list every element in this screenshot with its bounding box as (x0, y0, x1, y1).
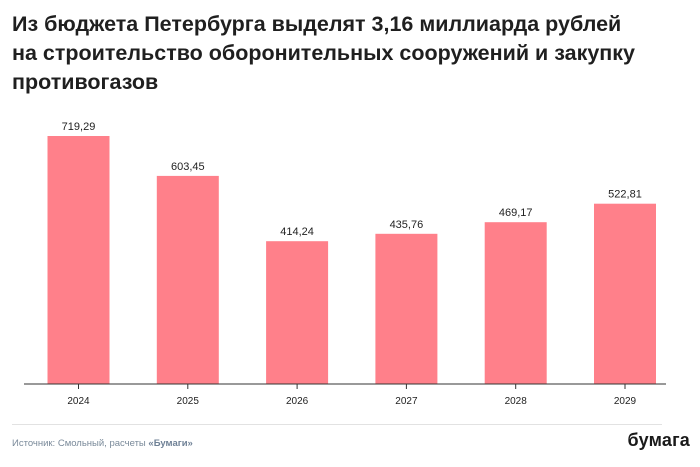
value-label-2025: 603,45 (171, 161, 205, 173)
x-tick-label-2025: 2025 (177, 396, 200, 407)
value-labels-group: 719,29 603,45 414,24 435,76 469,17 522,81 (62, 121, 642, 238)
bar-2024 (47, 136, 110, 384)
value-label-2024: 719,29 (62, 121, 96, 133)
x-tick-label-2029: 2029 (614, 396, 637, 407)
value-label-2026: 414,24 (280, 226, 314, 238)
x-tick-label-2028: 2028 (505, 396, 528, 407)
bar-2027 (375, 233, 438, 384)
bar-2028 (484, 222, 547, 384)
x-tick-label-2027: 2027 (395, 396, 418, 407)
source-note: Источник: Смольный, расчеты «Бумаги» (12, 438, 193, 449)
bar-2026 (266, 241, 329, 384)
bar-2025 (156, 175, 219, 384)
source-brand: «Бумаги» (148, 438, 193, 449)
x-tick-label-2026: 2026 (286, 396, 309, 407)
chart-title: Из бюджета Петербурга выделят 3,16 милли… (12, 12, 636, 94)
bars-group (47, 136, 656, 384)
x-ticks-group (78, 384, 626, 389)
x-tick-label-2024: 2024 (67, 396, 90, 407)
bar-2029 (594, 203, 656, 384)
value-label-2027: 435,76 (390, 219, 424, 231)
bumaga-logo: бумага (627, 430, 690, 450)
value-label-2028: 469,17 (499, 207, 533, 219)
x-tick-labels-group: 2024 2025 2026 2027 2028 2029 (67, 396, 636, 407)
value-label-2029: 522,81 (608, 189, 642, 201)
footer-divider (12, 424, 662, 425)
source-prefix: Источник: Смольный, расчеты (12, 438, 149, 449)
